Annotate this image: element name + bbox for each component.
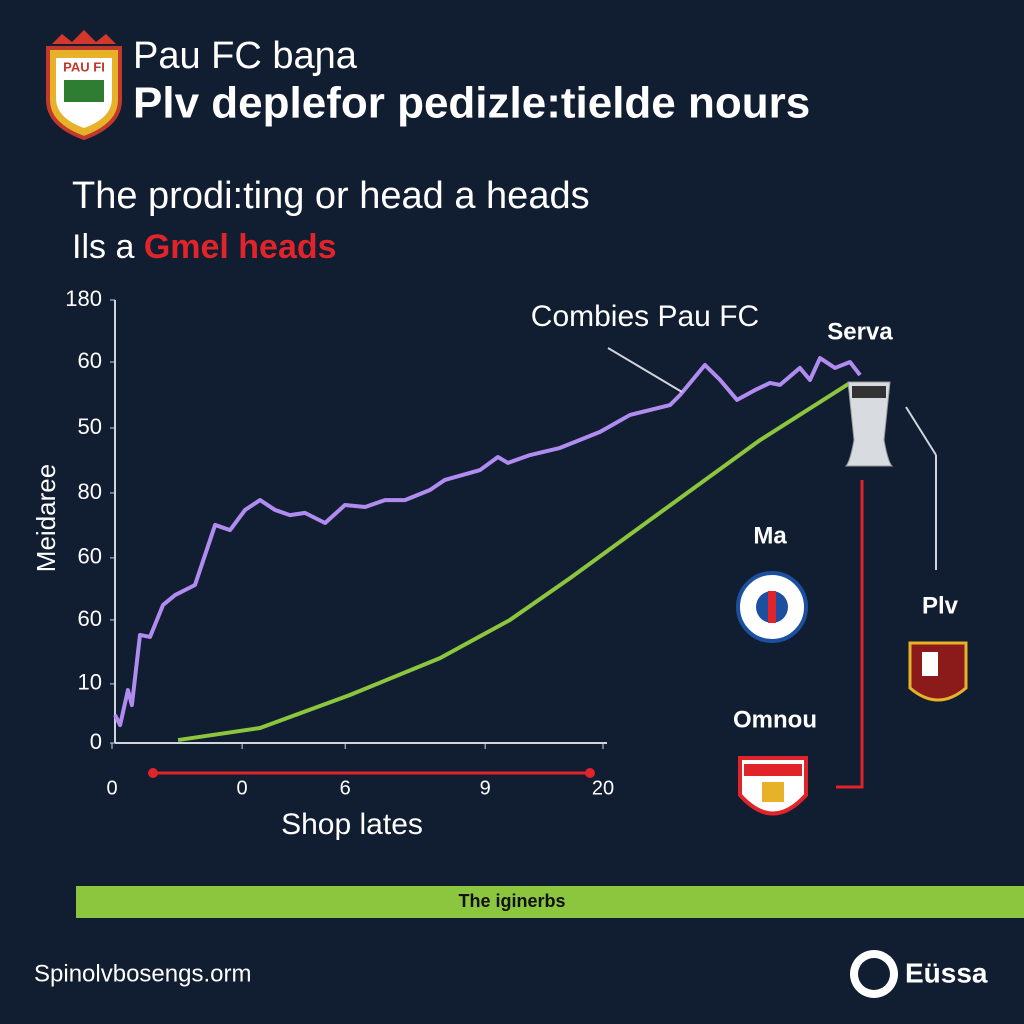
badge-shield bbox=[908, 641, 968, 702]
range-dot bbox=[585, 768, 595, 778]
plot: 0 10 60 60 80 50 60 180 0 0 6 9 20 bbox=[65, 286, 862, 799]
x-tick-label: 0 bbox=[106, 777, 117, 799]
x-axis-label: Shop lates bbox=[281, 808, 423, 841]
crest-text: PAU FI bbox=[63, 59, 105, 74]
banner bbox=[76, 886, 1024, 918]
y-axis-label: Meidaree bbox=[31, 464, 61, 572]
x-tick-label: 20 bbox=[592, 777, 614, 799]
club-crest: PAU FI bbox=[46, 30, 122, 141]
brand-icon-inner bbox=[858, 958, 890, 990]
y-tick-label: 60 bbox=[78, 606, 102, 631]
y-tick-label: 60 bbox=[78, 544, 102, 569]
label-omnou: Omnou bbox=[733, 706, 817, 733]
pointer-line bbox=[905, 406, 937, 570]
x-tick-label: 6 bbox=[340, 777, 351, 799]
x-tick-label: 0 bbox=[237, 777, 248, 799]
label-serva: Serva bbox=[827, 318, 893, 345]
annotation-arrow bbox=[607, 347, 683, 393]
footer-brand: Eüssa bbox=[905, 957, 988, 988]
label-plv: Plv bbox=[922, 592, 959, 619]
red-connector bbox=[836, 480, 864, 789]
banner-text: The iginerbs bbox=[458, 891, 565, 911]
y-tick-label: 80 bbox=[78, 479, 102, 504]
subtitle-line-2: Ils a Gmel heads bbox=[72, 228, 337, 266]
series-line bbox=[177, 381, 852, 743]
subtitle-red: Gmel heads bbox=[144, 228, 337, 266]
badge-omnou bbox=[738, 756, 808, 816]
y-tick-label: 60 bbox=[78, 348, 102, 373]
label-ma: Ma bbox=[753, 522, 787, 549]
title-line-1: Pau FC baɲa bbox=[133, 35, 358, 77]
footer-site: Spinolvbosengs.orm bbox=[34, 960, 251, 987]
title-line-2: Plv deplefor pedizle:tielde nours bbox=[133, 79, 810, 128]
series-line bbox=[113, 356, 862, 728]
range-dot bbox=[148, 768, 158, 778]
y-tick-label: 10 bbox=[78, 670, 102, 695]
badge-round bbox=[736, 571, 808, 643]
annotation: Combies Pau FC bbox=[531, 300, 759, 333]
y-tick-label: 0 bbox=[90, 729, 102, 754]
x-tick-label: 9 bbox=[480, 777, 491, 799]
y-tick-label: 180 bbox=[65, 286, 102, 311]
y-tick-label: 50 bbox=[78, 414, 102, 439]
subtitle-white: Ils a bbox=[72, 228, 144, 266]
cup-icon bbox=[844, 381, 894, 467]
subtitle-line-1: The prodi:ting or head a heads bbox=[72, 175, 590, 217]
